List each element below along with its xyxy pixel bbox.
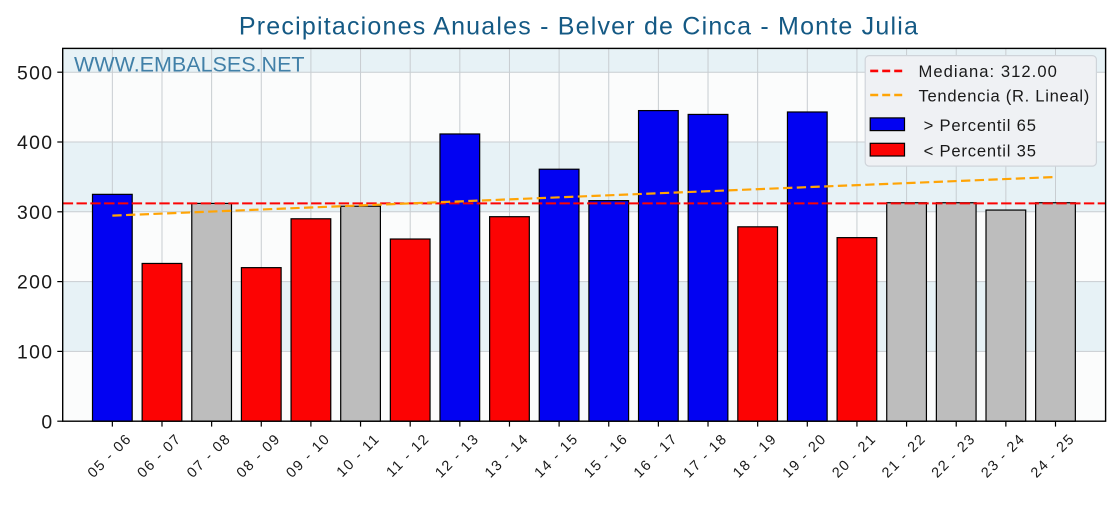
svg-text:200: 200 (17, 272, 54, 294)
svg-text:Tendencia (R. Lineal): Tendencia (R. Lineal) (919, 86, 1091, 105)
svg-text:500: 500 (17, 62, 54, 84)
svg-text:Mediana: 312.00: Mediana: 312.00 (919, 62, 1058, 81)
svg-text:> Percentil 65: > Percentil 65 (924, 116, 1037, 135)
svg-text:100: 100 (17, 342, 54, 364)
svg-text:WWW.EMBALSES.NET: WWW.EMBALSES.NET (74, 52, 305, 76)
svg-text:400: 400 (17, 132, 54, 154)
svg-text:Precipitaciones Anuales - Belv: Precipitaciones Anuales - Belver de Cinc… (239, 13, 919, 41)
svg-text:0: 0 (41, 411, 53, 433)
svg-text:< Percentil 35: < Percentil 35 (924, 141, 1037, 160)
svg-text:300: 300 (17, 202, 54, 224)
